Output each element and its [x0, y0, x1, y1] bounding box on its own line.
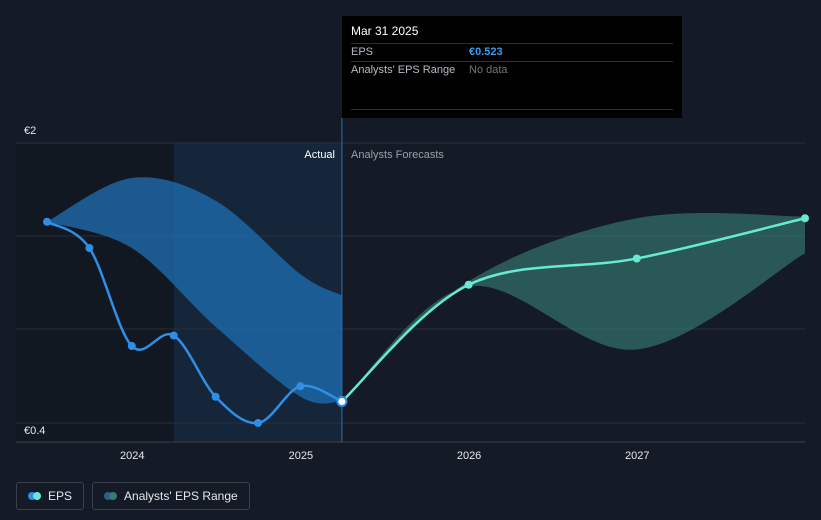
tooltip-eps-label: EPS	[351, 46, 374, 58]
range-band-forecast	[341, 213, 805, 402]
eps-point-actual	[336, 395, 348, 407]
eps-point-actual	[127, 342, 136, 350]
x-tick-2027: 2027	[625, 450, 649, 462]
tooltip-date: Mar 31 2025	[351, 24, 419, 38]
tooltip-range-value: No data	[469, 64, 508, 76]
x-tick-labels: 2024 2025 2026 2027	[120, 450, 650, 462]
x-tick-2025: 2025	[289, 450, 313, 462]
y-tick-label-top: €2	[24, 125, 36, 137]
eps-legend-icon	[28, 492, 41, 500]
eps-point-forecast	[801, 214, 809, 223]
range-band-actual	[47, 177, 342, 404]
forecast-label: Analysts Forecasts	[351, 149, 444, 161]
eps-points	[43, 214, 809, 427]
tooltip-range-label: Analysts' EPS Range	[351, 64, 456, 76]
tooltip-divider	[351, 109, 673, 110]
eps-point-forecast	[632, 254, 641, 263]
eps-point-forecast	[464, 280, 473, 289]
x-tick-2024: 2024	[120, 450, 144, 462]
tooltip-eps-value: €0.523	[469, 46, 503, 58]
eps-point-actual	[254, 419, 263, 427]
legend-eps-label: EPS	[48, 489, 73, 503]
range-legend-icon	[104, 492, 118, 500]
eps-point-actual	[296, 382, 305, 391]
eps-point-actual	[169, 331, 178, 340]
eps-lines	[46, 217, 806, 425]
y-tick-label-bottom: €0.4	[24, 425, 45, 437]
legend-range-label: Analysts' EPS Range	[124, 489, 238, 503]
eps-point-actual	[85, 244, 94, 252]
legend-eps[interactable]: EPS	[16, 482, 85, 510]
actual-label: Actual	[304, 149, 335, 161]
eps-line-actual	[46, 220, 343, 425]
tooltip: Mar 31 2025 EPS €0.523 Analysts' EPS Ran…	[342, 16, 682, 118]
legend: EPS Analysts' EPS Range	[16, 482, 250, 510]
tooltip-eps-row: EPS €0.523	[351, 43, 673, 61]
eps-point-actual	[43, 217, 51, 226]
eps-line-forecast	[341, 217, 806, 403]
range-bands	[47, 177, 805, 404]
legend-range[interactable]: Analysts' EPS Range	[92, 482, 250, 510]
x-tick-2026: 2026	[457, 450, 481, 462]
tooltip-range-row: Analysts' EPS Range No data	[351, 61, 673, 79]
eps-point-actual	[211, 392, 220, 401]
